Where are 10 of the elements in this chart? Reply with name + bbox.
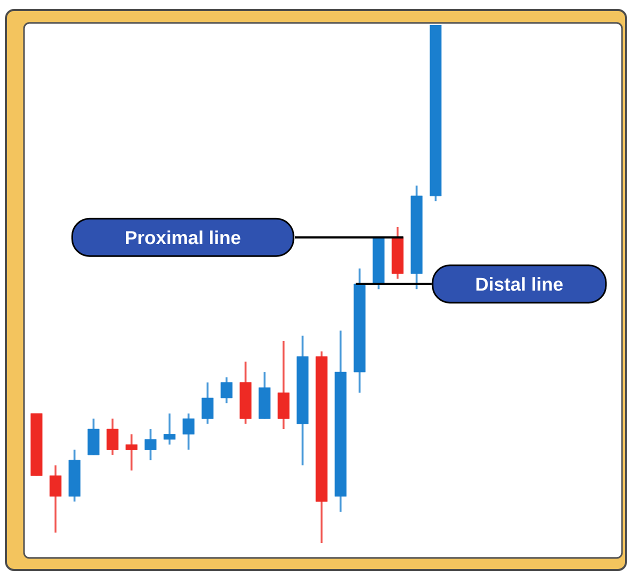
candlestick [202, 381, 214, 425]
candlestick [220, 376, 232, 404]
candlestick [164, 412, 176, 446]
ref-line-label: Proximal line [126, 230, 240, 244]
candlestick [106, 418, 118, 456]
candlestick [182, 412, 194, 451]
candlestick [144, 428, 156, 462]
ref-line-label: Distal line [476, 277, 563, 291]
candlestick [126, 433, 138, 472]
candlestick [50, 464, 62, 534]
